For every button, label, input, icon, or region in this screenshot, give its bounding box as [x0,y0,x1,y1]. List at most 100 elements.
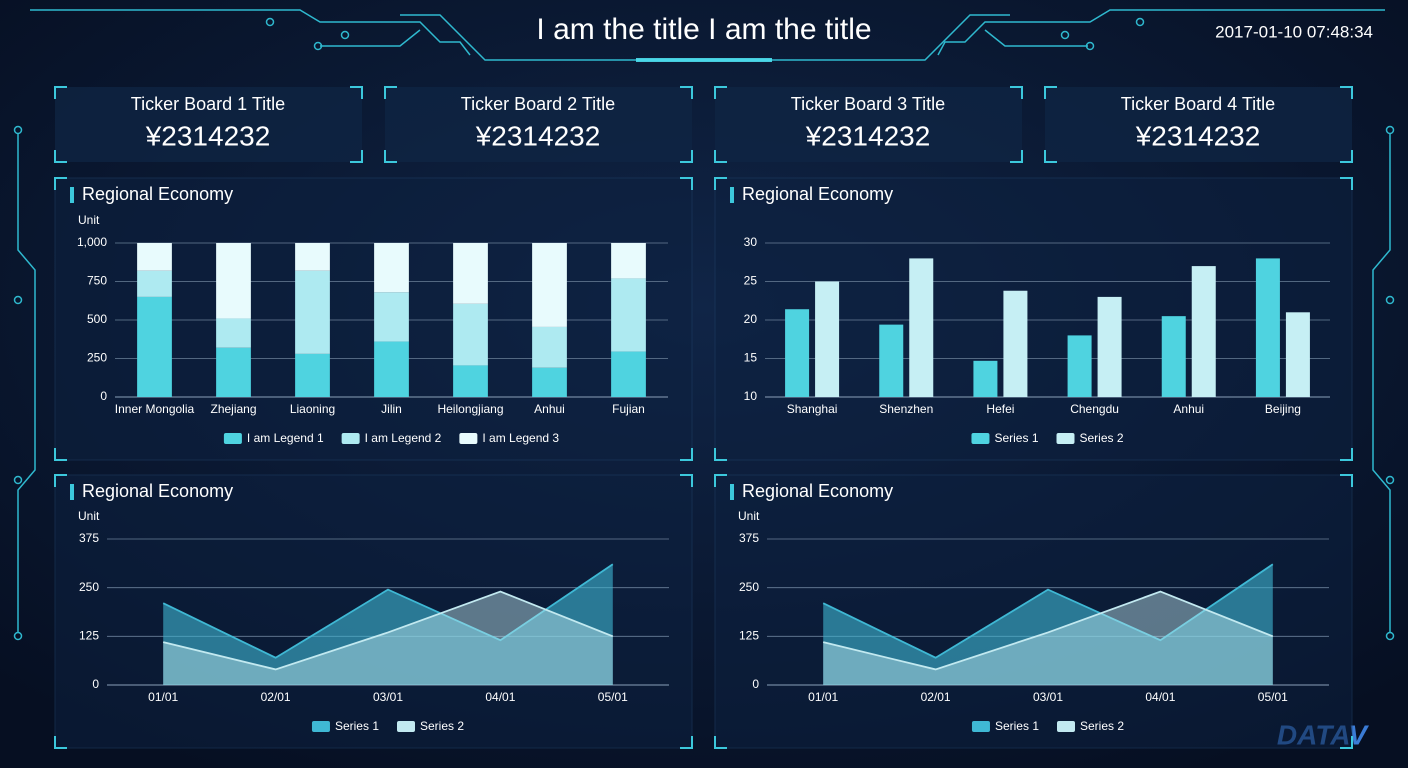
x-tick-label: 01/01 [148,690,178,704]
y-tick-label: 10 [744,389,758,403]
x-tick-label: 03/01 [1033,690,1063,704]
x-tick-label: Fujian [612,402,645,416]
legend-label: Series 2 [1080,431,1124,445]
chart-panel: Regional Economy Unit 0 125 250 375 01/01 02/01… [714,474,1353,749]
legend: I am Legend 1 I am Legend 2 I am Legend 3 [223,431,559,445]
ticker-value: ¥2314232 [145,120,271,151]
x-tick-label: Liaoning [290,402,335,416]
legend-label: Series 1 [335,719,379,733]
area-line [162,590,614,671]
datetime: 2017-01-10 07:48:34 [1215,22,1373,41]
y-tick-label: 125 [739,629,759,643]
chart-title: Regional Economy [82,481,233,501]
bar [1191,266,1216,397]
x-tick-label: 04/01 [485,690,515,704]
y-axis-label: Unit [738,509,760,523]
x-tick-label: Anhui [1173,402,1204,416]
corner-bracket [384,86,693,163]
legend-swatch [341,433,360,444]
legend-swatch [397,721,415,732]
y-tick-label: 375 [79,531,99,545]
y-tick-label: 125 [79,629,99,643]
legend-swatch [1056,433,1075,444]
y-tick-label: 1,000 [77,235,107,249]
area-fill [163,564,613,685]
x-tick-label: 01/01 [808,690,838,704]
bar-segment [295,353,330,397]
x-tick-label: Anhui [534,402,565,416]
x-tick-label: Inner Mongolia [115,402,195,416]
legend-label: I am Legend 1 [247,431,324,445]
x-tick-label: Chengdu [1070,402,1119,416]
legend-swatch [1057,721,1075,732]
x-tick-label: 02/01 [261,690,291,704]
x-tick-label: 04/01 [1145,690,1175,704]
chart-title: Regional Economy [742,481,893,501]
title-accent [730,484,734,500]
ticker-background [385,87,692,162]
chart-panel: Regional Economy 10 15 20 25 30 Shanghai Shenzh… [714,177,1353,461]
area-fill [823,591,1273,685]
legend-label: Series 2 [1080,719,1124,733]
area-line [162,563,614,659]
legend-label: I am Legend 2 [365,431,442,445]
y-tick-label: 375 [739,531,759,545]
x-tick-label: 05/01 [1258,690,1288,704]
page-title: I am the title I am the title [536,13,871,46]
bar-segment [453,365,488,397]
x-tick-label: Beijing [1265,402,1301,416]
y-tick-label: 500 [87,312,107,326]
area-fill [163,591,613,685]
bar [1067,335,1092,397]
legend-swatch [971,721,990,732]
legend-label: I am Legend 3 [482,431,559,445]
bar-segment [216,243,251,319]
chart-title: Regional Economy [742,184,893,204]
y-tick-label: 750 [87,274,107,288]
x-tick-label: Jilin [381,402,402,416]
bar-segment [611,278,646,352]
bar [1255,258,1280,397]
y-axis-label: Unit [78,213,100,227]
legend-label: Series 1 [995,719,1039,733]
ticker-title: Ticker Board 3 Title [791,94,945,114]
chart-title: Regional Economy [82,184,233,204]
legend: Series 1 Series 2 [971,431,1124,445]
title-accent [70,187,74,203]
bar-segment [137,243,172,271]
ticker-board: Ticker Board 4 Title ¥2314232 [1044,86,1353,163]
bar-segment [611,351,646,397]
y-tick-label: 0 [752,677,759,691]
ticker-background [55,87,362,162]
bar-segment [532,243,567,327]
corner-bracket [54,474,693,749]
ticker-background [1045,87,1352,162]
bar-segment [295,243,330,271]
y-tick-label: 250 [739,580,759,594]
x-tick-label: Shenzhen [879,402,933,416]
ticker-value: ¥2314232 [1135,120,1261,151]
bar-segment [453,243,488,304]
ticker-background [715,87,1022,162]
x-tick-label: Shanghai [787,402,838,416]
title-accent [70,484,74,500]
bar-segment [374,292,409,342]
bar-segment [295,270,330,354]
bar [1285,312,1310,397]
y-axis-label: Unit [78,509,100,523]
ticker-board: Ticker Board 1 Title ¥2314232 [54,86,363,163]
bar [815,281,840,397]
area-line [822,563,1274,659]
header-decoration [30,9,1385,62]
legend-swatch [971,433,990,444]
x-tick-label: Heilongjiang [437,402,503,416]
bar-segment [137,270,172,297]
area-line [822,590,1274,671]
y-tick-label: 250 [79,580,99,594]
ticker-board: Ticker Board 2 Title ¥2314232 [384,86,693,163]
x-tick-label: 03/01 [373,690,403,704]
area-fill [823,564,1273,685]
bar-segment [216,318,251,348]
